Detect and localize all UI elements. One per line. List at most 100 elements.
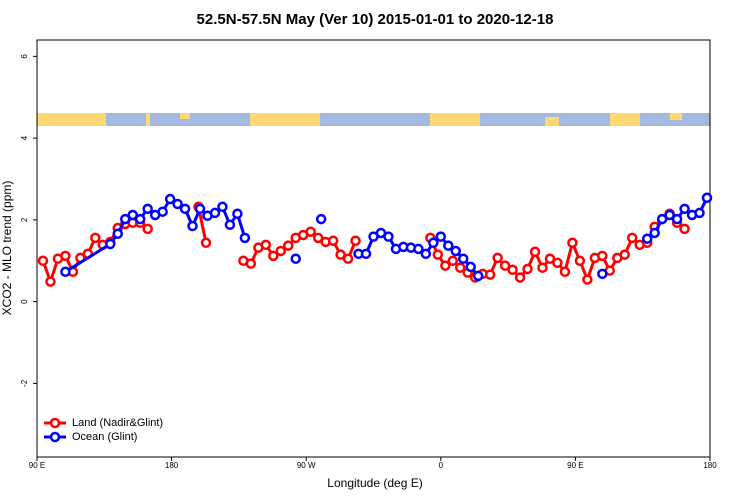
data-point [656,213,668,225]
data-point [200,237,212,249]
data-point [194,203,206,215]
data-point [597,268,608,280]
legend-marker [49,417,61,429]
ocean-strip [150,113,250,126]
data-point [447,255,459,267]
y-tick-label: 2 [20,217,29,222]
y-axis-label: XCO2 - MLO trend (ppm) [0,181,14,316]
data-point [679,203,690,215]
land-strip [670,113,682,120]
data-point [127,209,138,221]
data-point [435,231,447,242]
plot-frame [36,39,711,458]
data-point [649,227,660,239]
data-point [567,237,578,249]
legend-label: Land (Nadir&Glint) [72,417,163,429]
data-point [574,255,586,267]
data-point [239,232,251,244]
legend-label: Ocean (Glint) [72,431,137,443]
x-tick-label: 0 [439,461,444,470]
data-point [443,240,454,251]
data-point [440,260,451,271]
data-point [232,208,243,219]
data-point [529,246,541,258]
data-point [559,266,571,278]
chart-title: 52.5N-57.5N May (Ver 10) 2015-01-01 to 2… [197,11,554,28]
x-tick-label: 180 [165,461,179,470]
data-point [142,223,153,235]
data-point [112,228,124,240]
data-point [450,245,462,257]
data-point [537,262,548,273]
data-point [428,237,439,249]
data-point [164,193,176,205]
data-point [641,233,653,244]
data-point [312,232,324,244]
data-point [432,249,444,260]
data-point [45,276,56,287]
data-point [619,249,631,260]
data-point [679,223,690,235]
data-point [413,243,424,255]
data-point [119,213,131,225]
data-point [342,253,354,264]
data-point [90,232,101,244]
ocean-strip [106,113,146,126]
data-point [582,274,593,285]
data-point [179,203,191,215]
data-point [305,226,316,237]
data-point [420,248,432,260]
land-strip [180,113,190,119]
data-point [335,249,346,260]
data-point [224,219,236,231]
data-point [315,213,327,225]
data-point [260,239,272,251]
data-point [507,264,518,276]
y-tick-label: -2 [20,379,29,387]
data-point [60,250,71,262]
data-point [134,213,146,225]
data-point [187,220,198,232]
x-tick-label: 90 E [567,461,583,470]
x-tick-label: 90 W [297,461,316,470]
data-point [472,270,484,282]
data-point [514,272,526,283]
data-point [268,250,279,262]
data-point [60,266,71,278]
legend-marker [49,431,61,443]
data-point [664,209,675,221]
data-point [454,262,466,273]
data-point [484,269,496,280]
ocean-strip [320,113,430,126]
data-point [157,206,168,217]
data-point [492,252,503,264]
data-point [694,207,705,219]
data-point [671,213,683,225]
data-point [544,253,556,264]
data-point [327,235,339,246]
x-axis-label: Longitude (deg E) [327,476,422,490]
data-point [457,253,469,264]
data-point [465,261,476,273]
data-point [597,250,608,262]
data-point [209,207,221,219]
data-point [217,201,228,213]
data-point [701,192,713,204]
data-point [350,235,361,246]
data-point [172,198,183,210]
y-tick-label: 6 [20,54,29,59]
data-point [37,255,49,267]
data-point [105,238,116,250]
data-point [360,248,372,260]
y-tick-label: 4 [20,135,29,140]
data-point [142,203,153,215]
map-strip [37,113,710,126]
data-point [626,232,638,244]
data-point [290,253,301,264]
data-point [245,258,257,269]
data-point [275,245,287,257]
data-point [552,257,563,269]
land-strip [545,117,559,126]
